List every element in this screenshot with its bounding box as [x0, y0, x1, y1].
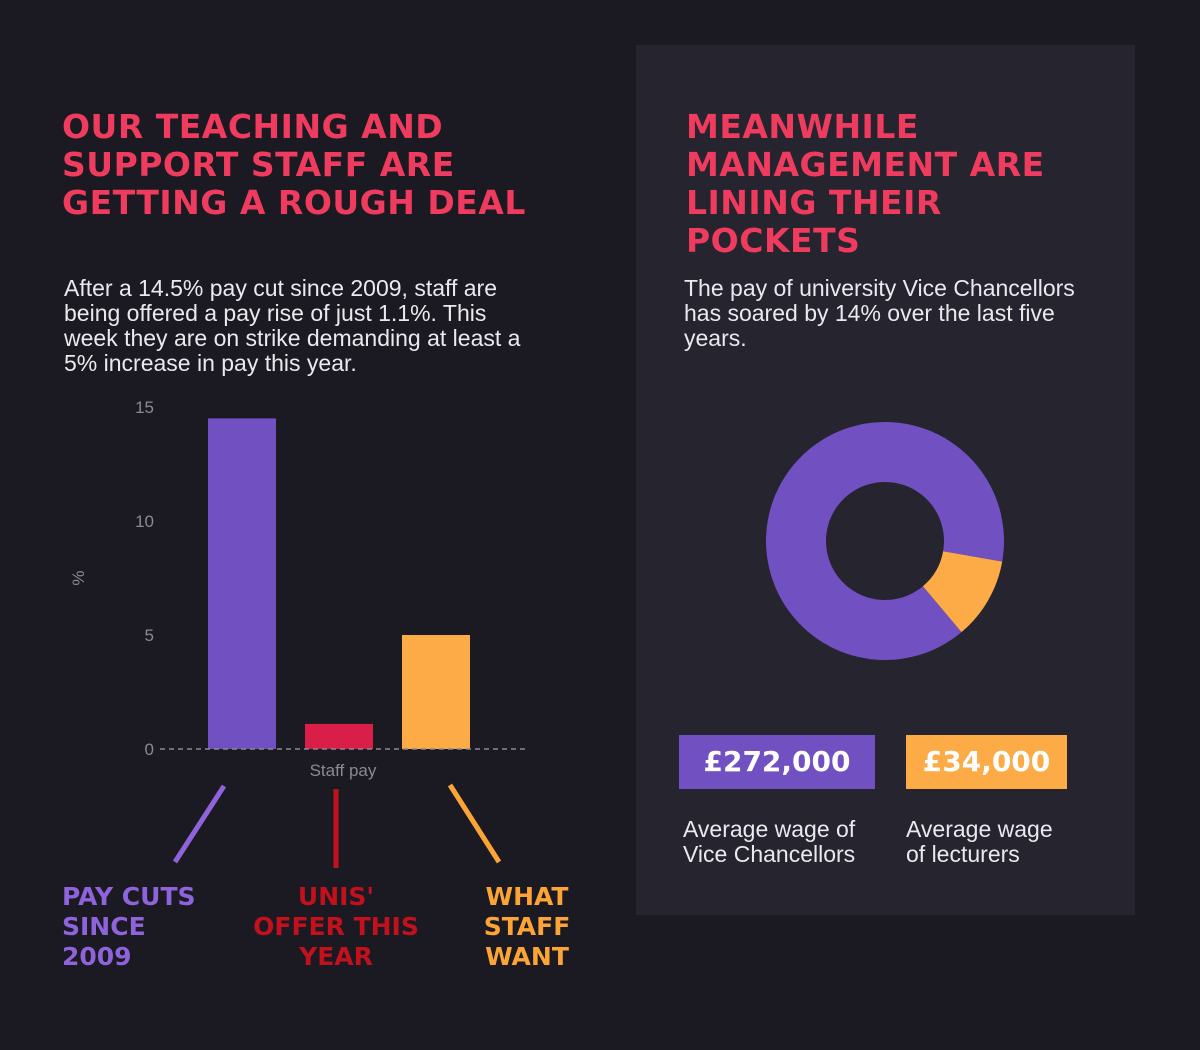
callout-line: YEAR: [299, 942, 373, 971]
staff-pay-bar-chart: 0 5 10 15% Staff pay: [69, 398, 526, 868]
vc-wage-value-box: £272,000: [679, 735, 875, 789]
callout-leader-line-3: [447, 783, 502, 864]
left-intro-text: After a 14.5% pay cut since 2009, staff …: [64, 275, 521, 376]
bar-2: [305, 723, 373, 749]
callout-line: UNIS': [297, 882, 375, 911]
x-axis-category-label: Staff pay: [310, 761, 377, 780]
y-tick-label: 10: [135, 512, 154, 531]
y-tick-label: 0: [145, 740, 154, 759]
callout-line: OFFER THIS: [253, 912, 419, 941]
lecturer-wage-value-box: £34,000: [906, 735, 1067, 789]
left-heading: OUR TEACHING AND SUPPORT STAFF ARE GETTI…: [62, 107, 526, 222]
bar-3: [402, 635, 470, 749]
callout-line: WANT: [485, 942, 569, 971]
right-intro-text: The pay of university Vice Chancellors h…: [684, 275, 1075, 351]
callout-line: STAFF: [483, 912, 571, 941]
vc-wage-caption: Average wage of Vice Chancellors: [683, 816, 856, 867]
callout-label-staff-want: WHAT STAFF WANT: [462, 882, 592, 972]
callout-label-unis-offer: UNIS' OFFER THIS YEAR: [236, 882, 436, 972]
y-tick-label: 5: [145, 626, 154, 645]
callout-line: 2009: [62, 942, 132, 971]
callout-label-pay-cuts: PAY CUTS SINCE 2009: [62, 882, 196, 972]
y-tick-label: 15: [135, 398, 154, 417]
lecturer-wage-caption: Average wage of lecturers: [906, 816, 1053, 867]
donut-slice-lecturers: [922, 551, 1003, 633]
y-axis-label: %: [69, 570, 88, 585]
callout-line: PAY CUTS: [62, 882, 196, 911]
bar-1: [208, 418, 276, 749]
donut-slice-vice-chancellors: [766, 421, 1004, 660]
callout-line: SINCE: [62, 912, 146, 941]
callout-line: WHAT: [485, 882, 569, 911]
callout-leader-line-1: [172, 784, 227, 864]
right-heading: MEANWHILE MANAGEMENT ARE LINING THEIR PO…: [686, 107, 1045, 260]
wage-donut-chart: [766, 421, 1004, 660]
